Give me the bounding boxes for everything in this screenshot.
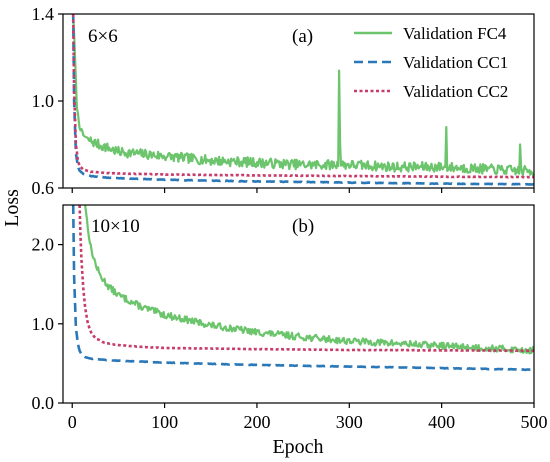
- panel-a: 0.6 1.0 1.4 6×6 (a) Validation FC4 Validat…: [32, 4, 535, 198]
- panel-a-series: [71, 14, 534, 186]
- xtick-label: 500: [521, 412, 548, 432]
- x-axis-ticks: 0 100 200 300 400 500: [68, 412, 548, 432]
- panel-b-series-validation-cc1: [71, 205, 534, 372]
- panel-b-label: (b): [292, 216, 314, 237]
- panel-b: 0.0 1.0 2.0 10×10 (b): [32, 204, 535, 413]
- panel-a-series-validation-cc1: [71, 14, 534, 186]
- panel-b-series: [71, 205, 534, 372]
- panel-a-series-validation-fc4: [72, 14, 534, 177]
- panel-a-ytick-label: 1.0: [32, 91, 55, 111]
- y-axis-title: Loss: [1, 189, 23, 227]
- panel-b-size-label: 10×10: [91, 216, 140, 237]
- panel-a-label: (a): [292, 26, 313, 47]
- legend: Validation FC4 Validation CC1 Validation…: [354, 24, 508, 101]
- x-axis-title: Epoch: [272, 436, 323, 458]
- xtick-label: 300: [336, 412, 363, 432]
- panel-a-size-label: 6×6: [88, 26, 118, 47]
- panel-b-ytick-label: 1.0: [32, 314, 55, 334]
- panel-b-frame: [62, 204, 535, 404]
- panel-b-ytick-label: 2.0: [32, 235, 55, 255]
- xtick-label: 0: [68, 412, 77, 432]
- panel-b-series-validation-fc4: [84, 205, 534, 355]
- panel-a-ytick-label: 1.4: [32, 4, 55, 24]
- xtick-label: 400: [428, 412, 455, 432]
- panel-b-ytick-label: 0.0: [32, 393, 55, 413]
- panel-a-series-validation-cc2: [71, 14, 534, 179]
- legend-label-fc4: Validation FC4: [403, 24, 507, 43]
- legend-label-cc2: Validation CC2: [403, 82, 508, 101]
- panel-b-ticks: 0.0 1.0 2.0: [32, 235, 535, 413]
- panel-a-ytick-label: 0.6: [32, 178, 55, 198]
- legend-label-cc1: Validation CC1: [403, 53, 508, 72]
- panel-a-ticks: 0.6 1.0 1.4: [32, 4, 535, 198]
- xtick-label: 100: [151, 412, 178, 432]
- xtick-label: 200: [243, 412, 270, 432]
- panel-a-frame: [62, 13, 535, 189]
